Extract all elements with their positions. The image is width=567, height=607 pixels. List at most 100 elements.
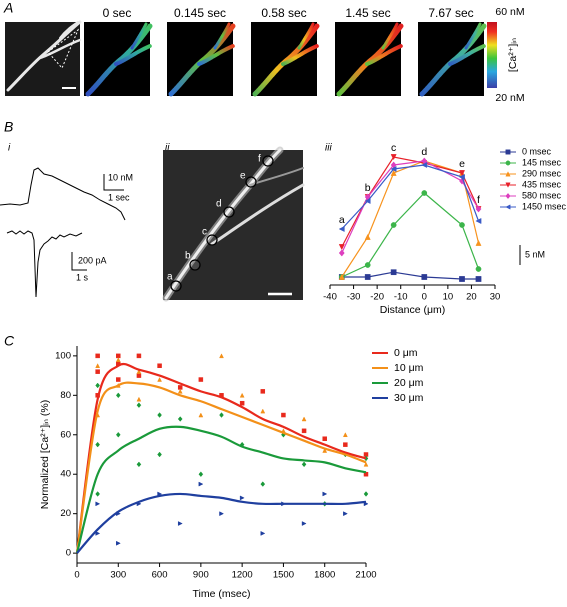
scatter-point bbox=[363, 491, 369, 497]
dendrite bbox=[162, 146, 305, 302]
legend-marker bbox=[505, 204, 511, 210]
point-label: a bbox=[339, 214, 345, 226]
scale-label: 5 nM bbox=[525, 249, 545, 259]
data-point bbox=[459, 276, 465, 282]
data-point bbox=[475, 266, 482, 272]
scatter-point bbox=[136, 402, 142, 408]
x-axis-label: Distance (μm) bbox=[380, 304, 446, 316]
time-label: 0.58 sec bbox=[261, 6, 306, 20]
scatter-point bbox=[95, 501, 101, 507]
time-label: 0 sec bbox=[103, 6, 132, 20]
legend-label: 30 μm bbox=[394, 392, 424, 404]
x-tick-label: 600 bbox=[152, 570, 168, 581]
scatter-point bbox=[301, 428, 307, 434]
data-point bbox=[390, 169, 397, 176]
scatter-point bbox=[136, 369, 142, 374]
legend-label: 1450 msec bbox=[522, 201, 567, 211]
calcium-trace bbox=[0, 167, 126, 221]
time-label: 7.67 sec bbox=[428, 6, 473, 20]
scatter-point bbox=[301, 416, 307, 422]
colorbar-max: 60 nM bbox=[495, 6, 524, 18]
series-line bbox=[75, 425, 367, 554]
data-point bbox=[390, 154, 397, 161]
scatter-point bbox=[260, 408, 266, 414]
series-line bbox=[341, 164, 480, 230]
x-tick-label: 0 bbox=[74, 570, 79, 581]
x-axis-label: Time (msec) bbox=[193, 588, 251, 600]
series-line bbox=[341, 156, 480, 248]
scatter-point bbox=[281, 412, 286, 418]
data-point bbox=[475, 217, 482, 225]
roi-label: b bbox=[185, 251, 191, 262]
data-point bbox=[338, 249, 345, 257]
scatter-point bbox=[343, 511, 348, 517]
data-point bbox=[390, 222, 397, 228]
scatter-point bbox=[116, 540, 121, 546]
data-point bbox=[475, 205, 482, 213]
series-line bbox=[341, 192, 480, 278]
legend-label: 290 msec bbox=[522, 168, 562, 178]
series-line bbox=[76, 492, 367, 554]
legend-label: 0 msec bbox=[522, 146, 552, 156]
roi-label: e bbox=[240, 171, 246, 182]
scatter-point bbox=[157, 451, 162, 458]
data-point bbox=[338, 273, 345, 280]
point-label: e bbox=[459, 158, 465, 170]
sub-label: iii bbox=[325, 143, 332, 154]
scatter-point bbox=[260, 481, 266, 487]
x-tick-label: 1800 bbox=[314, 570, 335, 581]
y-tick-label: 20 bbox=[60, 508, 71, 519]
data-point bbox=[459, 222, 465, 228]
roi-label: a bbox=[167, 272, 173, 283]
x-tick-label: -20 bbox=[370, 292, 384, 303]
scatter-point bbox=[342, 432, 348, 438]
scatter-point bbox=[301, 461, 307, 468]
legend-label: 580 msec bbox=[522, 190, 562, 200]
y-tick-label: 0 bbox=[66, 548, 71, 559]
scatter-point bbox=[343, 442, 348, 447]
scale-label: 1 s bbox=[76, 272, 89, 282]
scatter-point bbox=[157, 412, 162, 418]
x-tick-label: 1200 bbox=[232, 570, 253, 581]
scatter-point bbox=[198, 481, 204, 487]
y-tick-label: 60 bbox=[60, 429, 71, 440]
series-line bbox=[75, 362, 367, 554]
data-point bbox=[475, 276, 482, 282]
time-label: 1.45 sec bbox=[345, 6, 390, 20]
scatter-point bbox=[177, 388, 183, 394]
current-trace bbox=[6, 230, 83, 298]
data-point bbox=[475, 239, 482, 246]
scatter-point bbox=[136, 396, 142, 402]
scatter-point bbox=[239, 392, 245, 398]
pseudocolor-image bbox=[335, 22, 401, 96]
scatter-point bbox=[115, 431, 121, 438]
scatter-point bbox=[177, 416, 183, 422]
data-point bbox=[390, 269, 397, 276]
panel-label: B bbox=[4, 119, 13, 135]
x-tick-label: 2100 bbox=[355, 570, 376, 581]
point-label: c bbox=[391, 142, 396, 154]
legend-marker bbox=[505, 149, 511, 155]
data-point bbox=[390, 165, 397, 173]
x-tick-label: 0 bbox=[422, 292, 427, 303]
scatter-point bbox=[260, 389, 266, 394]
scatter-point bbox=[219, 353, 224, 359]
x-tick-label: 300 bbox=[110, 570, 126, 581]
raw-dendrite bbox=[6, 20, 82, 92]
scatter-point bbox=[136, 373, 142, 378]
data-point bbox=[364, 197, 371, 205]
pseudocolor-image bbox=[84, 22, 150, 96]
scatter-point bbox=[95, 353, 100, 359]
roi-label: f bbox=[258, 154, 261, 165]
scatter-point bbox=[301, 521, 307, 526]
scatter-point bbox=[198, 377, 204, 382]
scatter-point bbox=[177, 521, 183, 526]
scatter-point bbox=[322, 491, 328, 497]
scatter-point bbox=[115, 357, 121, 363]
scatter-point bbox=[95, 441, 100, 448]
scatter-point bbox=[95, 363, 101, 368]
pseudocolor-image bbox=[251, 22, 317, 96]
data-point bbox=[338, 225, 345, 233]
roi-label: c bbox=[202, 227, 207, 238]
